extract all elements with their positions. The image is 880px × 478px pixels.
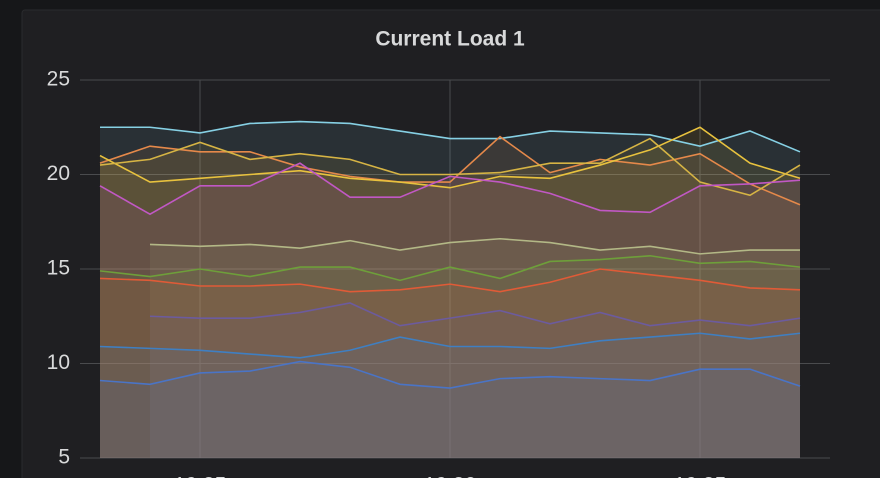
series-area: [100, 269, 800, 458]
series-area: [100, 361, 800, 458]
series-line: [100, 120, 801, 153]
series-area: [150, 238, 800, 458]
y-tick-label: 25: [47, 68, 70, 91]
x-tick-label: 19:35: [674, 474, 727, 478]
x-tick-label: 19:30: [424, 474, 477, 478]
y-tick-label: 5: [58, 446, 70, 469]
x-tick-label: 19:25: [174, 474, 227, 478]
series-area: [150, 303, 800, 458]
series-area: [100, 136, 800, 458]
y-tick-label: 10: [47, 351, 70, 374]
series-line: [99, 332, 801, 359]
series-line: [149, 237, 800, 255]
series-line: [99, 254, 801, 282]
series-area: [100, 163, 800, 458]
series-line: [99, 268, 801, 293]
series-line: [99, 135, 801, 206]
areas: [100, 121, 800, 458]
series-area: [100, 127, 800, 458]
series-line: [99, 126, 801, 189]
series-area: [100, 333, 800, 458]
lines: [99, 120, 801, 389]
plot: 5 10 15 20 25 19:25 19:30 19:35: [47, 68, 830, 478]
y-tick-label: 20: [47, 162, 70, 185]
y-tick-label: 15: [47, 257, 70, 280]
series-line: [99, 162, 801, 216]
panel-title[interactable]: Current Load 1: [375, 28, 525, 51]
series-area: [100, 138, 800, 458]
series-line: [99, 137, 801, 197]
series-line: [99, 360, 801, 389]
series-area: [100, 121, 800, 458]
series-line: [149, 302, 801, 327]
series-area: [100, 255, 800, 458]
panel: [21, 9, 880, 478]
